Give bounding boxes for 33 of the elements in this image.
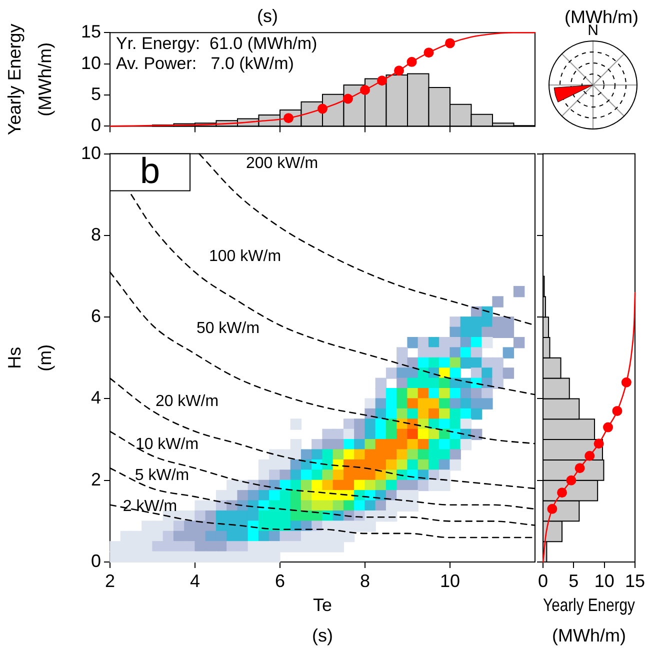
y-tick-label: 15 — [80, 22, 101, 42]
y-tick-label: 10 — [80, 52, 101, 73]
y-axis-title: Yearly Energy (MWh/m) — [4, 24, 55, 136]
x-tick-label: 10 — [594, 570, 614, 591]
annotation: 10 kW/m — [135, 436, 199, 454]
x-tick-label: 2 — [104, 570, 116, 591]
x-tick-label: 4 — [190, 570, 200, 591]
x-axis-title: Yearly Energy (MWh/m) — [543, 596, 636, 646]
y-tick-label: 10 — [80, 142, 101, 163]
annotation: Av. Power: 7.0 (kW/m) — [116, 54, 294, 73]
x-tick-label: 6 — [274, 570, 286, 591]
y-tick-label: 6 — [90, 306, 101, 326]
annotation: Yr. Energy: 61.0 (MWh/m) — [116, 34, 318, 53]
y-tick-label: 0 — [90, 115, 101, 136]
y-tick-label: 2 — [90, 469, 101, 490]
y-axis-title: Hs (m) — [4, 344, 55, 372]
annotation: 20 kW/m — [155, 393, 219, 410]
annotation: 50 kW/m — [196, 320, 260, 338]
y-tick-label: 8 — [90, 224, 101, 244]
annotation: 200 kW/m — [246, 155, 318, 172]
y-tick-label: 0 — [90, 550, 101, 571]
x-tick-label: 5 — [568, 570, 579, 591]
x-tick-label: 10 — [440, 570, 460, 591]
annotation: 5 kW/m — [134, 467, 190, 484]
y-tick-label: 4 — [90, 388, 101, 408]
x-axis-title: Te (s) — [312, 595, 333, 646]
x-axis-title: (s) — [257, 6, 278, 26]
y-tick-label: 5 — [90, 84, 101, 104]
x-tick-label: 8 — [360, 570, 370, 591]
annotation: 100 kW/m — [208, 248, 282, 266]
x-tick-label: 15 — [624, 570, 646, 591]
x-tick-label: 0 — [538, 570, 548, 591]
annotation: b — [140, 150, 160, 192]
